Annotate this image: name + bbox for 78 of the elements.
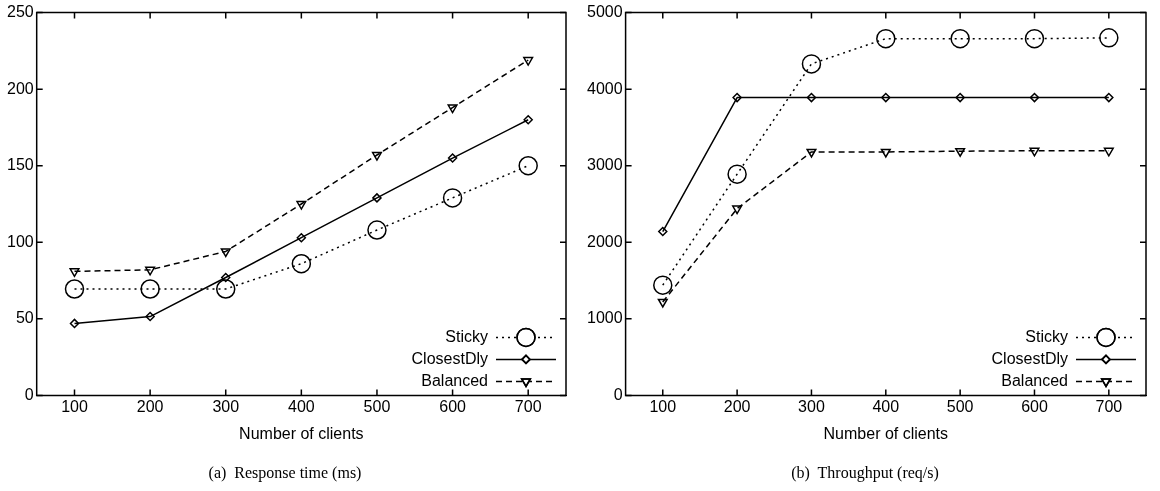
x-tick-label: 600 bbox=[1021, 398, 1048, 416]
point bbox=[372, 193, 382, 203]
x-tick-label: 200 bbox=[723, 398, 751, 416]
legend-label: Balanced bbox=[421, 371, 488, 389]
point bbox=[881, 92, 891, 103]
legend-label: Sticky bbox=[445, 327, 488, 345]
x-tick-label: 700 bbox=[514, 398, 542, 416]
point bbox=[657, 298, 668, 308]
x-tick-label: 100 bbox=[61, 398, 88, 416]
point bbox=[1029, 147, 1040, 157]
point bbox=[523, 56, 534, 66]
text: (a) Response time (ms) bbox=[208, 463, 362, 482]
x-tick-label: 200 bbox=[136, 398, 164, 416]
point bbox=[658, 226, 668, 237]
x-axis-title: Number of clients bbox=[239, 424, 364, 442]
x-axis-title: Number of clients bbox=[823, 424, 949, 442]
y-tick-label: 200 bbox=[6, 79, 34, 97]
x-tick-label: 600 bbox=[439, 398, 467, 416]
point bbox=[732, 205, 743, 215]
y-tick-label: 250 bbox=[6, 3, 34, 21]
x-tick-label: 400 bbox=[872, 398, 900, 416]
y-tick-label: 5000 bbox=[587, 3, 623, 21]
point bbox=[447, 104, 458, 114]
point bbox=[732, 92, 742, 103]
point bbox=[950, 28, 970, 49]
point bbox=[880, 148, 891, 158]
point bbox=[523, 115, 533, 125]
point bbox=[806, 148, 817, 158]
y-tick-label: 150 bbox=[6, 156, 34, 174]
point bbox=[1029, 92, 1040, 103]
point bbox=[69, 318, 80, 329]
point bbox=[145, 311, 155, 322]
point bbox=[215, 279, 236, 299]
point bbox=[653, 275, 673, 295]
point bbox=[296, 232, 307, 243]
legend-label: ClosestDly bbox=[411, 349, 488, 367]
x-tick-label: 700 bbox=[1095, 398, 1123, 416]
text: (b) Throughput (req/s) bbox=[791, 463, 939, 482]
y-tick-label: 50 bbox=[15, 309, 34, 327]
point bbox=[801, 54, 822, 74]
legend-label: Sticky bbox=[1025, 327, 1068, 345]
y-tick-label: 1000 bbox=[587, 309, 623, 327]
point bbox=[955, 147, 966, 157]
point bbox=[291, 253, 312, 274]
point bbox=[220, 248, 231, 258]
point bbox=[1024, 28, 1045, 49]
y-tick-label: 0 bbox=[613, 385, 623, 403]
point bbox=[296, 200, 307, 210]
x-tick-label: 300 bbox=[798, 398, 825, 416]
legend-label: ClosestDly bbox=[991, 349, 1068, 367]
y-tick-label: 3000 bbox=[587, 156, 623, 174]
point bbox=[140, 279, 160, 299]
y-tick-label: 0 bbox=[24, 385, 34, 403]
y-tick-label: 100 bbox=[6, 232, 34, 250]
point bbox=[518, 155, 538, 176]
point bbox=[806, 92, 817, 103]
point bbox=[367, 220, 387, 240]
point bbox=[955, 92, 965, 103]
point bbox=[1099, 28, 1119, 48]
x-tick-label: 500 bbox=[946, 398, 974, 416]
x-tick-label: 300 bbox=[212, 398, 240, 416]
point bbox=[442, 188, 463, 208]
point bbox=[1104, 92, 1114, 103]
y-tick-label: 4000 bbox=[587, 79, 623, 97]
point bbox=[69, 268, 80, 278]
point bbox=[447, 153, 458, 163]
x-tick-label: 100 bbox=[649, 398, 677, 416]
point bbox=[1103, 147, 1114, 157]
point bbox=[727, 164, 747, 184]
x-tick-label: 400 bbox=[288, 398, 315, 416]
y-tick-label: 2000 bbox=[587, 232, 623, 250]
point bbox=[145, 266, 156, 276]
x-tick-label: 500 bbox=[363, 398, 391, 416]
point bbox=[371, 151, 383, 161]
legend-label: Balanced bbox=[1001, 371, 1068, 389]
point bbox=[220, 272, 231, 283]
point bbox=[64, 279, 85, 299]
point bbox=[876, 28, 896, 49]
